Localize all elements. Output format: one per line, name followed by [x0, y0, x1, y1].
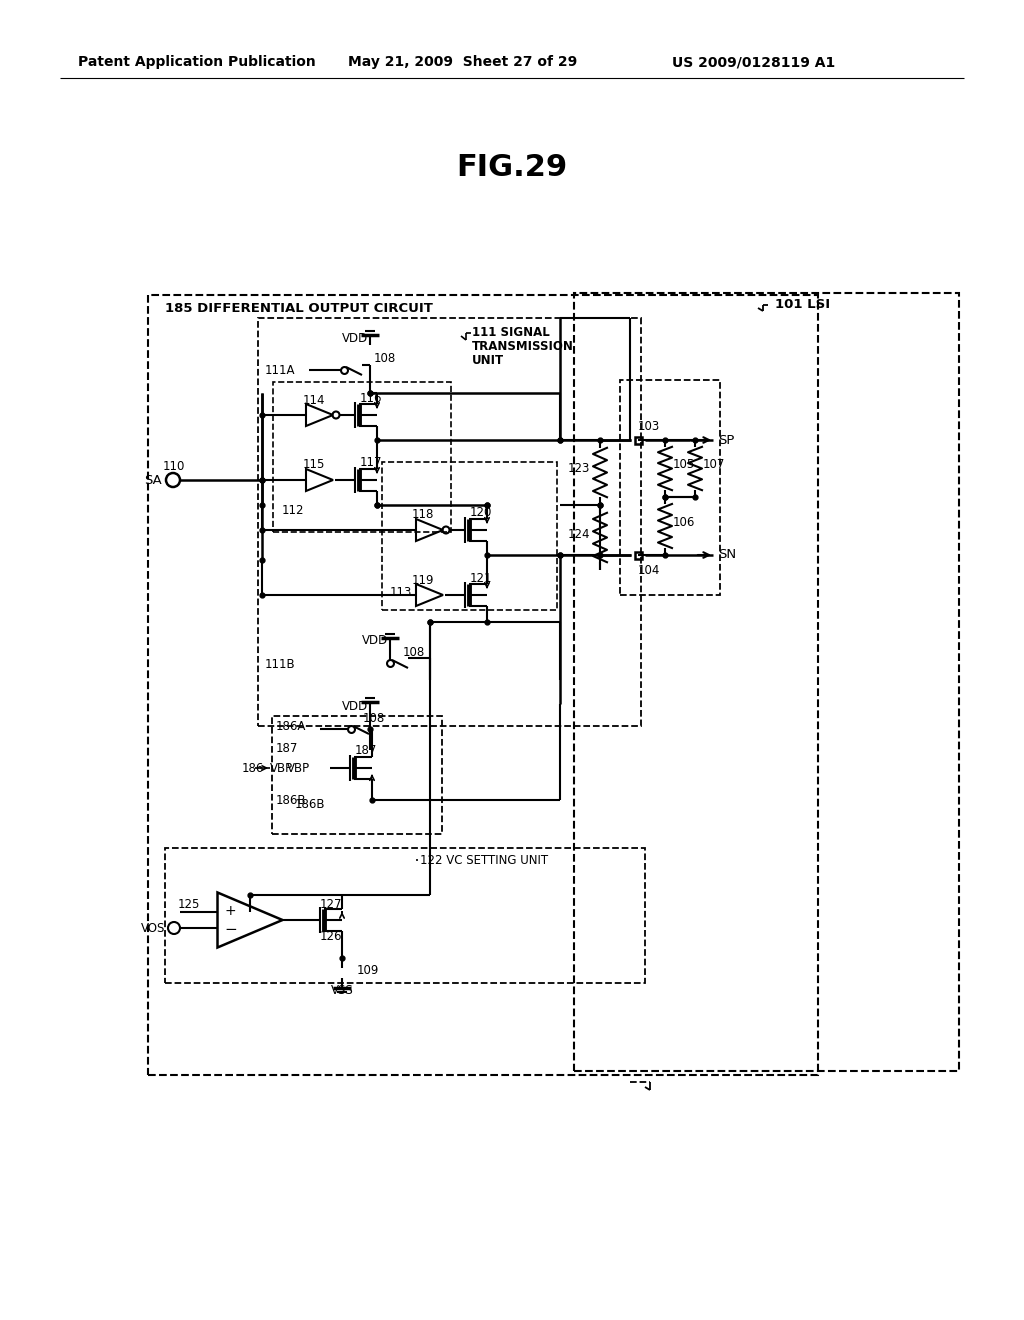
Text: SP: SP — [718, 433, 734, 446]
Text: 120: 120 — [470, 507, 493, 520]
Text: 111 SIGNAL: 111 SIGNAL — [472, 326, 550, 339]
Text: 185 DIFFERENTIAL OUTPUT CIRCUIT: 185 DIFFERENTIAL OUTPUT CIRCUIT — [165, 301, 433, 314]
Bar — [635, 552, 641, 558]
Text: 124: 124 — [568, 528, 591, 541]
Bar — [382, 462, 557, 610]
Bar — [574, 293, 959, 1071]
Text: 115: 115 — [303, 458, 326, 471]
Text: VSS: VSS — [331, 983, 353, 997]
Text: 103: 103 — [638, 420, 660, 433]
Text: 125: 125 — [178, 899, 201, 912]
Text: 127: 127 — [319, 898, 342, 911]
Text: SA: SA — [144, 474, 162, 487]
Text: 117: 117 — [360, 457, 383, 470]
Bar — [258, 318, 641, 726]
Text: VBP: VBP — [287, 762, 310, 775]
Text: VOS: VOS — [140, 921, 165, 935]
Text: 111A: 111A — [265, 363, 296, 376]
Text: 101 LSI: 101 LSI — [775, 298, 830, 312]
Text: 109: 109 — [357, 964, 379, 977]
Text: 121: 121 — [470, 572, 493, 585]
Text: 126: 126 — [319, 929, 342, 942]
Text: VBP: VBP — [270, 762, 293, 775]
Text: 116: 116 — [360, 392, 383, 404]
Text: −: − — [224, 921, 238, 937]
Text: 106: 106 — [673, 516, 695, 529]
Text: Patent Application Publication: Patent Application Publication — [78, 55, 315, 69]
Text: VDD: VDD — [361, 635, 388, 648]
Text: TRANSMISSION: TRANSMISSION — [472, 341, 573, 354]
Text: UNIT: UNIT — [472, 355, 504, 367]
Text: 186B: 186B — [295, 797, 326, 810]
Text: VDD: VDD — [342, 700, 368, 713]
Text: 108: 108 — [403, 647, 425, 660]
Bar — [273, 381, 451, 532]
Text: 104: 104 — [638, 564, 660, 577]
Text: 113: 113 — [390, 586, 413, 598]
Bar — [272, 715, 442, 834]
Text: FIG.29: FIG.29 — [457, 153, 567, 182]
Text: 112: 112 — [282, 503, 304, 516]
Text: 108: 108 — [374, 351, 396, 364]
Text: +: + — [224, 904, 237, 917]
Text: 105: 105 — [673, 458, 695, 471]
Bar — [148, 294, 818, 1074]
Text: 186: 186 — [242, 762, 264, 775]
Text: 187: 187 — [355, 743, 378, 756]
Text: May 21, 2009  Sheet 27 of 29: May 21, 2009 Sheet 27 of 29 — [348, 55, 578, 69]
Text: 111B: 111B — [265, 659, 296, 672]
Bar — [165, 847, 645, 983]
Text: US 2009/0128119 A1: US 2009/0128119 A1 — [672, 55, 836, 69]
Text: VDD: VDD — [342, 331, 368, 345]
Text: 123: 123 — [568, 462, 591, 474]
Text: 186B: 186B — [276, 793, 306, 807]
Text: 118: 118 — [412, 508, 434, 521]
Text: 119: 119 — [412, 573, 434, 586]
Text: 107: 107 — [703, 458, 725, 471]
Bar — [620, 380, 720, 595]
Text: 186A: 186A — [276, 719, 306, 733]
Text: 110: 110 — [163, 461, 185, 474]
Text: SN: SN — [718, 549, 736, 561]
Text: 187: 187 — [276, 742, 298, 755]
Text: 122 VC SETTING UNIT: 122 VC SETTING UNIT — [420, 854, 548, 866]
Bar — [635, 437, 641, 444]
Text: 108: 108 — [362, 711, 385, 725]
Text: 114: 114 — [303, 393, 326, 407]
